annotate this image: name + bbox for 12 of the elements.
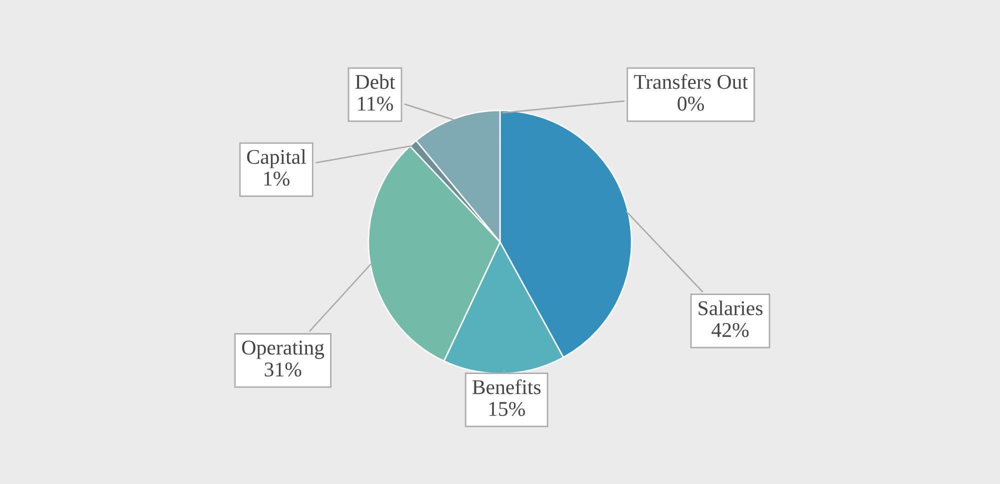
data-label: 1%: [264, 172, 290, 186]
data-label: 42%: [712, 322, 749, 338]
slice-label: Capital: [247, 149, 306, 168]
slice-label: Debt: [355, 74, 396, 89]
slice-label: Salaries: [698, 300, 762, 316]
data-label: 31%: [264, 362, 302, 377]
data-label: 15%: [489, 402, 525, 416]
text: 0%: [678, 96, 704, 111]
category-label: Transfers Out: [634, 74, 748, 89]
slice-label: Benefits: [472, 379, 541, 394]
slice-label: Operating: [242, 340, 324, 359]
data-label: 11%: [358, 96, 393, 111]
